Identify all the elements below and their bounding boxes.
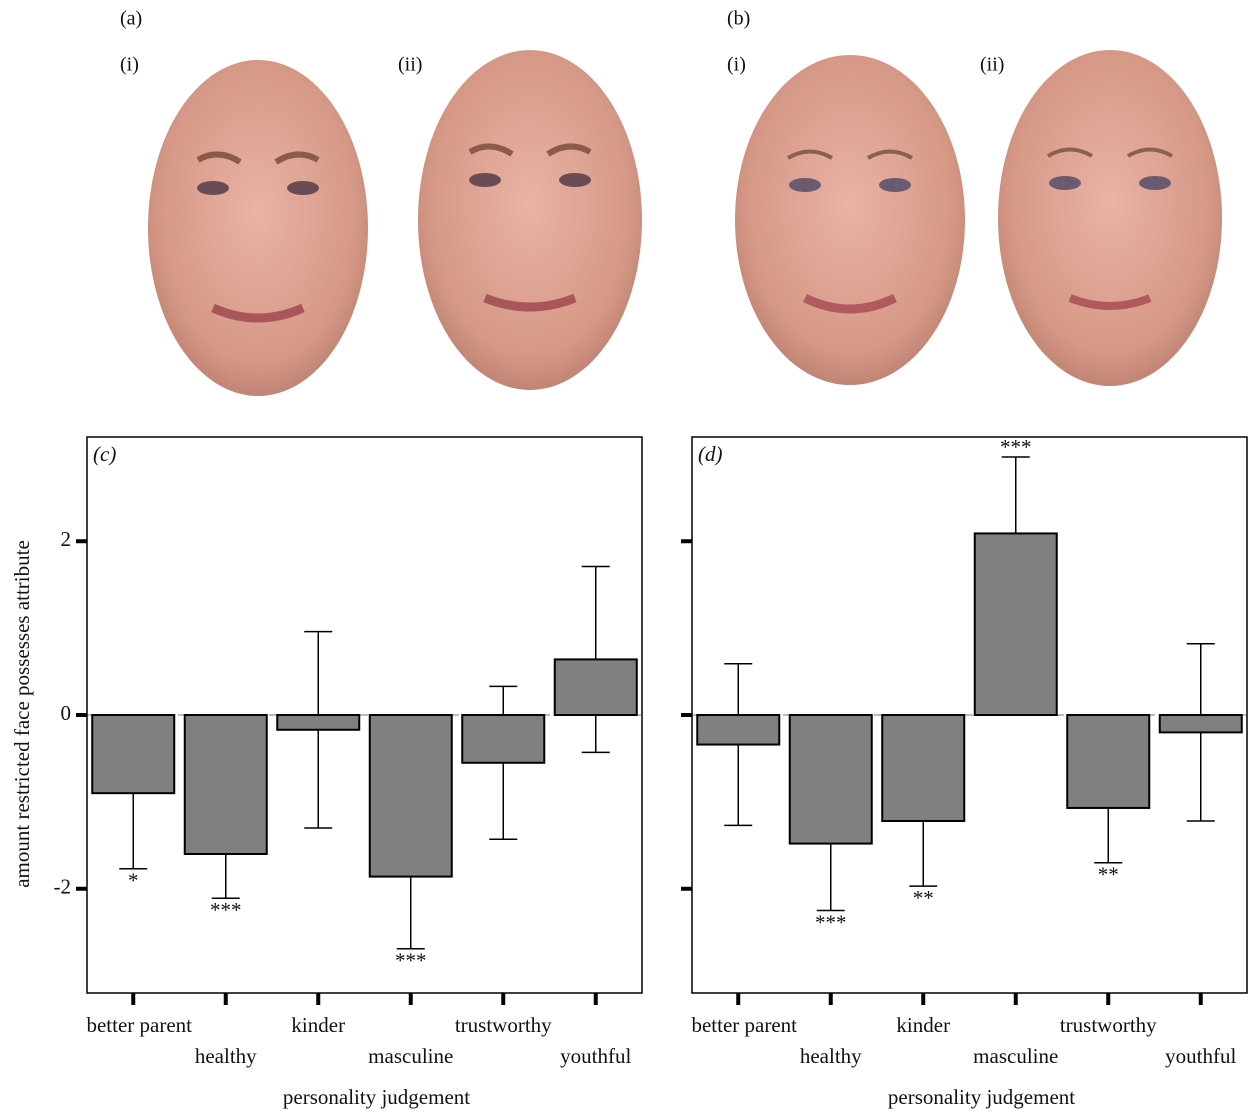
face-images (148, 50, 1222, 396)
y-tick-label: 0 (61, 701, 72, 725)
x-tick-label: trustworthy (1060, 1013, 1157, 1037)
significance-label: *** (210, 898, 242, 922)
significance-label: ** (913, 886, 934, 910)
bar (277, 715, 359, 730)
face (998, 50, 1222, 386)
bar (790, 715, 872, 844)
x-axis-label: personality judgement (888, 1085, 1075, 1109)
panel-label: (b) (727, 8, 750, 30)
x-tick-label: masculine (368, 1044, 453, 1068)
bar (185, 715, 267, 854)
x-tick-label: healthy (195, 1044, 257, 1068)
x-tick-label: youthful (560, 1044, 631, 1068)
bar (555, 659, 637, 715)
x-tick-label: better parent (86, 1013, 192, 1037)
face (148, 60, 368, 396)
bar (1160, 715, 1242, 732)
x-tick-label: trustworthy (455, 1013, 552, 1037)
bar (697, 715, 779, 745)
x-tick-label: masculine (973, 1044, 1058, 1068)
sub-label: (i) (727, 54, 746, 76)
significance-label: * (128, 869, 139, 893)
significance-label: *** (815, 910, 847, 934)
face (735, 55, 965, 385)
bar (975, 533, 1057, 715)
face (418, 50, 642, 390)
bar (882, 715, 964, 821)
sub-label: (ii) (398, 54, 422, 76)
bar (462, 715, 544, 763)
x-axis-label: personality judgement (283, 1085, 470, 1109)
significance-label: *** (1000, 435, 1032, 459)
sub-label: (i) (120, 54, 139, 76)
significance-label: *** (395, 949, 427, 973)
x-tick-label: better parent (691, 1013, 797, 1037)
y-tick-label: -2 (54, 875, 72, 899)
panel-label: (a) (120, 8, 142, 30)
x-tick-label: kinder (896, 1013, 950, 1037)
bar (370, 715, 452, 877)
y-tick-label: 2 (61, 527, 72, 551)
y-axis-label: amount restricted face possesses attribu… (10, 540, 34, 888)
bar (1067, 715, 1149, 808)
bar (92, 715, 174, 793)
x-tick-label: kinder (291, 1013, 345, 1037)
panel-label: (d) (698, 442, 723, 466)
figure: (a) (b) (i) (ii) (i) (ii) -202*b (0, 0, 1257, 1112)
x-tick-label: youthful (1165, 1044, 1236, 1068)
sub-label: (ii) (980, 54, 1004, 76)
panel-label: (c) (93, 442, 116, 466)
significance-label: ** (1098, 863, 1119, 887)
x-tick-label: healthy (800, 1044, 862, 1068)
